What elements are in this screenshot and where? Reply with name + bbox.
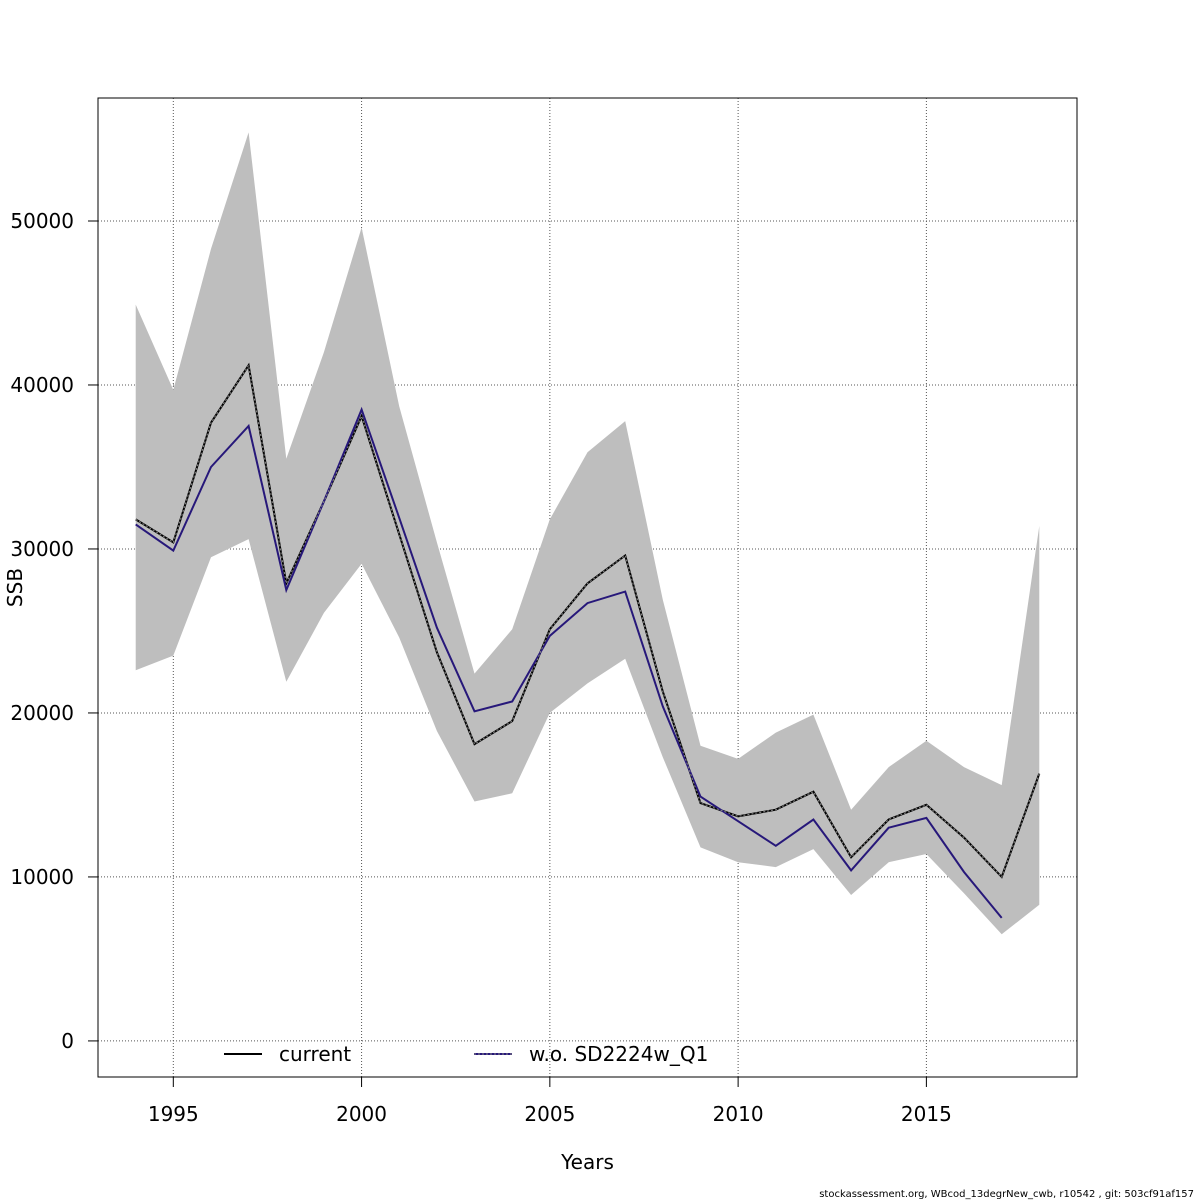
legend-label-wo-sd2224w-q1: w.o. SD2224w_Q1 [529, 1042, 708, 1066]
x-axis: 1995 2000 2005 2010 2015 [148, 1077, 952, 1126]
x-tick-label: 2015 [901, 1102, 952, 1126]
x-tick-label: 2010 [713, 1102, 764, 1126]
y-tick-label: 10000 [10, 865, 74, 889]
footer-credit: stockassessment.org, WBcod_13degrNew_cwb… [819, 1189, 1194, 1200]
series-line-current-dash [135, 363, 1040, 878]
y-tick-label: 20000 [10, 701, 74, 725]
y-axis-title: SSB [3, 568, 27, 607]
x-tick-label: 2005 [524, 1102, 575, 1126]
legend: current w.o. SD2224w_Q1 [224, 1042, 708, 1066]
plot-frame [97, 97, 1078, 1078]
y-axis: 0 10000 20000 30000 40000 50000 [10, 209, 98, 1053]
x-tick-label: 2000 [336, 1102, 387, 1126]
y-tick-label: 40000 [10, 373, 74, 397]
confidence-band [135, 132, 1040, 935]
y-tick-label: 30000 [10, 537, 74, 561]
legend-label-current: current [279, 1042, 351, 1066]
y-tick-label: 0 [61, 1029, 74, 1053]
x-tick-label: 1995 [148, 1102, 199, 1126]
series-line-wo-sd2224w-q1 [135, 406, 1003, 919]
x-axis-title: Years [560, 1150, 614, 1174]
y-tick-label: 50000 [10, 209, 74, 233]
series-lines [135, 362, 1041, 919]
